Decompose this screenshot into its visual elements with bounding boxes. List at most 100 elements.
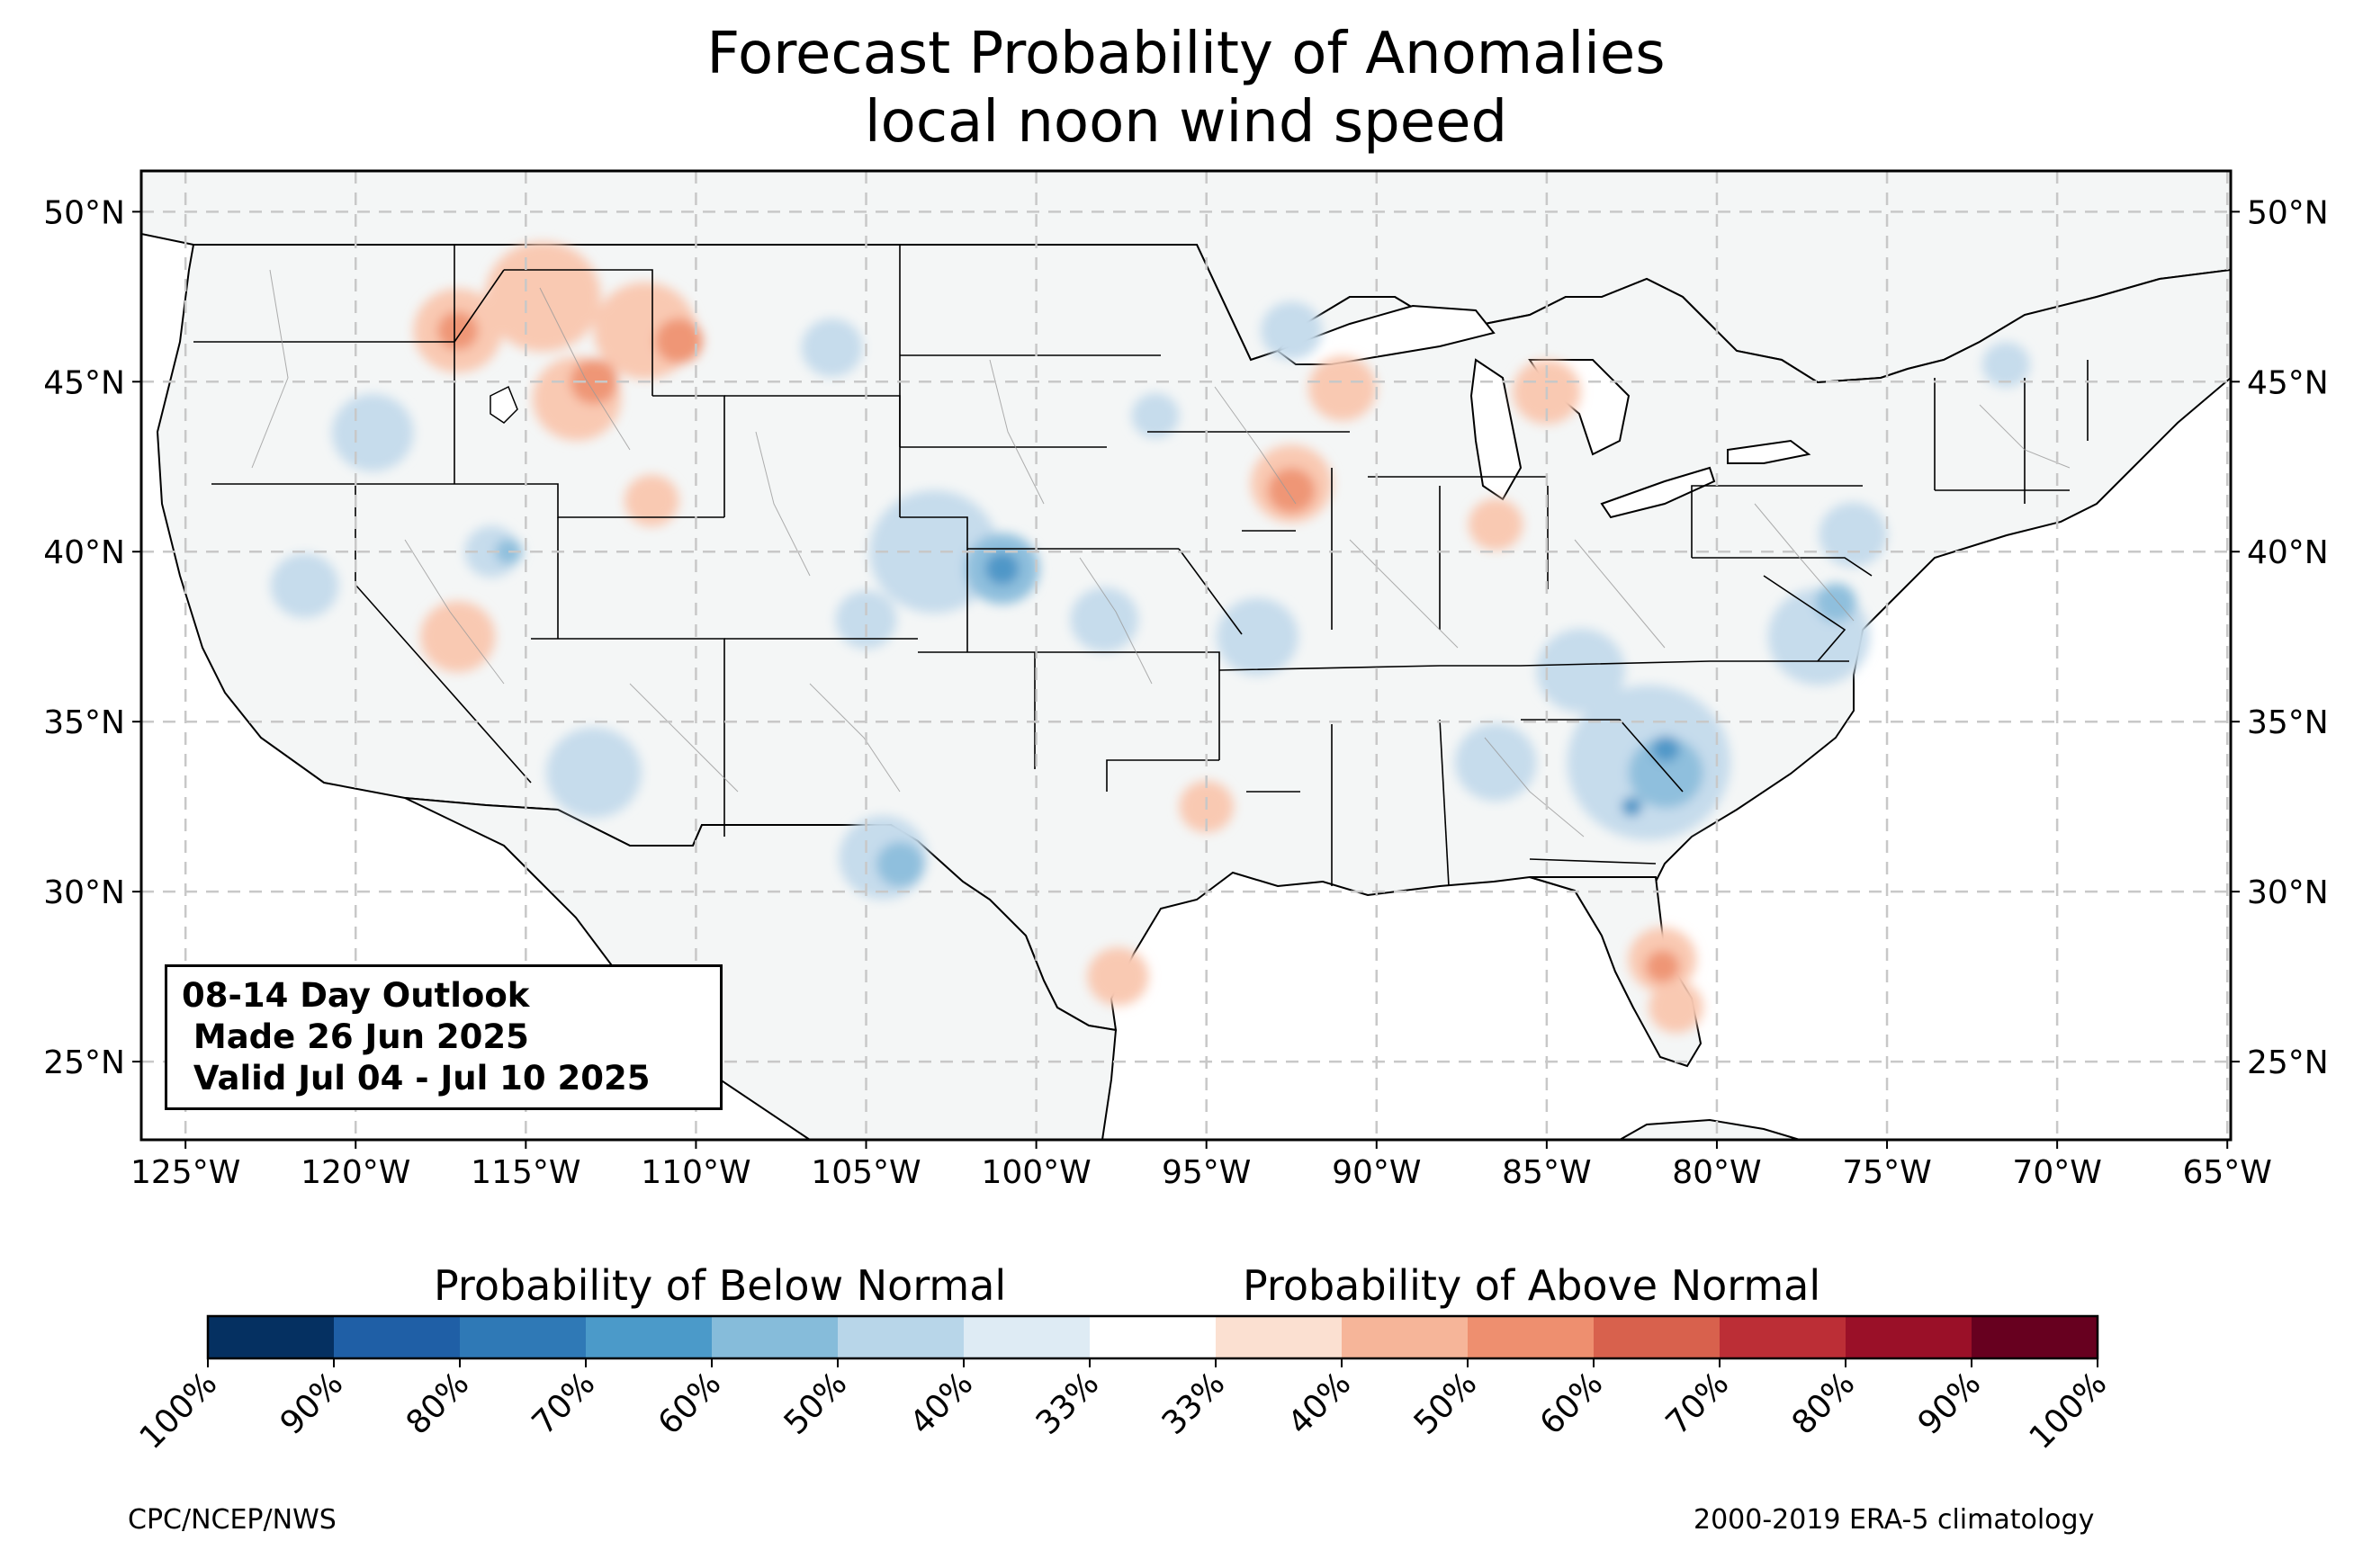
- colorbar-tick-label: 90%: [1911, 1365, 1989, 1442]
- lon-tick-label: 120°W: [301, 1154, 410, 1191]
- map-frame: [139, 169, 2233, 1142]
- lon-tick-label: 110°W: [641, 1154, 750, 1191]
- anomaly-above-blob: [655, 318, 703, 364]
- lat-tick-label-left: 25°N: [43, 1044, 125, 1081]
- colorbar-swatch: [208, 1316, 335, 1358]
- anomaly-below-blob: [876, 841, 924, 888]
- anomaly-below-blob: [1070, 587, 1139, 652]
- lon-tick-label: 100°W: [981, 1154, 1091, 1191]
- anomaly-below-blob: [1652, 736, 1680, 762]
- county-lines: [251, 269, 2071, 838]
- lat-tick-label-left: 50°N: [43, 194, 125, 231]
- anomaly-above-blob: [624, 474, 679, 527]
- map-title-line-2: local noon wind speed: [864, 89, 1508, 156]
- colorbar-tick-label: 70%: [526, 1365, 603, 1442]
- map-title-line-1: Forecast Probability of Anomalies: [706, 21, 1666, 87]
- lat-tick-label-left: 30°N: [43, 874, 125, 911]
- lon-tick-label: 85°W: [1502, 1154, 1591, 1191]
- colorbar-tick-label: 100%: [2023, 1365, 2115, 1456]
- lat-tick-label-left: 35°N: [43, 704, 125, 741]
- colorbar-swatch: [1090, 1316, 1217, 1358]
- anomaly-below-blob: [1622, 796, 1642, 817]
- colorbar-tick-label: 80%: [1785, 1365, 1863, 1442]
- anomaly-below-blob: [270, 553, 339, 618]
- colorbar-tick-label: 40%: [903, 1365, 981, 1442]
- anomaly-below-blob: [869, 489, 1000, 614]
- lon-tick-label: 90°W: [1332, 1154, 1421, 1191]
- lon-tick-label: 125°W: [130, 1154, 240, 1191]
- anomaly-below-blob: [1536, 628, 1625, 713]
- legend-above-label: Probability of Above Normal: [1243, 1261, 1821, 1310]
- colorbar-swatch: [838, 1316, 965, 1358]
- lat-tick-label-right: 25°N: [2247, 1044, 2329, 1081]
- lat-tick-label-right: 45°N: [2247, 364, 2329, 401]
- colorbar-swatch: [712, 1316, 839, 1358]
- colorbar-swatch: [1468, 1316, 1595, 1358]
- colorbar-border: [206, 1314, 2099, 1360]
- lon-tick-label: 70°W: [2012, 1154, 2101, 1191]
- cuba-land: [1617, 1118, 1801, 1140]
- colorbar-tick-label: 33%: [1155, 1365, 1233, 1442]
- anomaly-above-blob: [1308, 355, 1377, 421]
- lon-tick-label: 95°W: [1162, 1154, 1251, 1191]
- lat-tick-label-left: 45°N: [43, 364, 125, 401]
- colorbar-swatch: [1720, 1316, 1846, 1358]
- anomaly-above-blob: [484, 241, 601, 352]
- axis-ticks: 125°W 120°W 115°W 110°W 105°W 100°W 95°W 90°W 85…: [43, 194, 2329, 1191]
- colorbar-tick-label: 40%: [1281, 1365, 1359, 1442]
- info-made-date: Made 26 Jun 2025: [182, 1017, 529, 1056]
- anomaly-above-blob: [1468, 498, 1523, 551]
- anomaly-below-blob: [1217, 597, 1298, 676]
- colorbar-tick-label: 80%: [400, 1365, 477, 1442]
- colorbar-tick-label: 33%: [1029, 1365, 1107, 1442]
- anomaly-above-blob: [420, 601, 496, 673]
- colorbar-swatch: [334, 1316, 461, 1358]
- lake-erie: [1600, 466, 1716, 519]
- lat-tick-label-right: 35°N: [2247, 704, 2329, 741]
- lat-tick-label-right: 50°N: [2247, 194, 2329, 231]
- footer-source: CPC/NCEP/NWS: [128, 1504, 337, 1536]
- colorbar-swatch: [1846, 1316, 1972, 1358]
- colorbar-tick-label: 50%: [1407, 1365, 1485, 1442]
- lat-tick-label-right: 40°N: [2247, 534, 2329, 571]
- anomaly-above-blob: [570, 359, 618, 405]
- lake-ontario: [1727, 439, 1811, 464]
- colorbar-tick-label: 60%: [1533, 1365, 1611, 1442]
- footer-climatology: 2000-2019 ERA-5 climatology: [1694, 1504, 2095, 1536]
- anomaly-below-blob: [1454, 723, 1537, 802]
- colorbar-swatch: [586, 1316, 713, 1358]
- anomaly-above-blob: [1267, 468, 1316, 514]
- legend-below-label: Probability of Below Normal: [434, 1261, 1007, 1310]
- colorbar-swatch: [1972, 1316, 2098, 1358]
- colorbar-swatch: [1342, 1316, 1469, 1358]
- anomaly-below-blob: [1131, 392, 1180, 439]
- anomaly-above-blob: [1649, 981, 1703, 1034]
- lat-tick-label-left: 40°N: [43, 534, 125, 571]
- colorbar-tick-label: 70%: [1659, 1365, 1737, 1442]
- anomaly-below-blob: [984, 552, 1020, 586]
- lon-tick-label: 115°W: [471, 1154, 580, 1191]
- great-salt-lake: [490, 385, 518, 424]
- colorbar-swatch: [1594, 1316, 1721, 1358]
- info-valid-range: Valid Jul 04 - Jul 10 2025: [182, 1059, 651, 1098]
- info-outlook-period: 08-14 Day Outlook: [182, 976, 530, 1015]
- anomaly-below-blob: [801, 318, 863, 377]
- lon-tick-label: 75°W: [1842, 1154, 1931, 1191]
- lon-tick-label: 65°W: [2183, 1154, 2272, 1191]
- colorbar: 100% 90% 80% 70% 60% 50% 40% 33% 33% 40% 50% 60% 70%…: [133, 1314, 2115, 1456]
- anomaly-below-blob: [1261, 301, 1323, 360]
- anomaly-below-blob: [546, 727, 642, 819]
- anomaly-below-blob: [1981, 342, 2030, 388]
- anomaly-below-blob: [835, 590, 897, 650]
- colorbar-tick-label: 50%: [777, 1365, 855, 1442]
- colorbar-swatch: [1216, 1316, 1343, 1358]
- colorbar-tick-label: 90%: [274, 1365, 351, 1442]
- colorbar-tick-label: 100%: [133, 1365, 225, 1456]
- colorbar-swatch: [460, 1316, 587, 1358]
- lon-tick-label: 105°W: [811, 1154, 921, 1191]
- lon-tick-label: 80°W: [1672, 1154, 1761, 1191]
- colorbar-tick-label: 60%: [651, 1365, 729, 1442]
- outlook-info-box: 08-14 Day Outlook Made 26 Jun 2025 Valid…: [165, 964, 723, 1110]
- anomaly-below-blob: [331, 393, 414, 472]
